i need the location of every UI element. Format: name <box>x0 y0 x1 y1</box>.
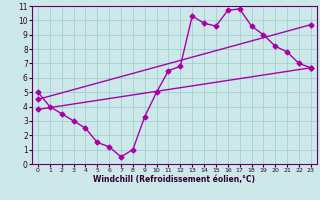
X-axis label: Windchill (Refroidissement éolien,°C): Windchill (Refroidissement éolien,°C) <box>93 175 255 184</box>
